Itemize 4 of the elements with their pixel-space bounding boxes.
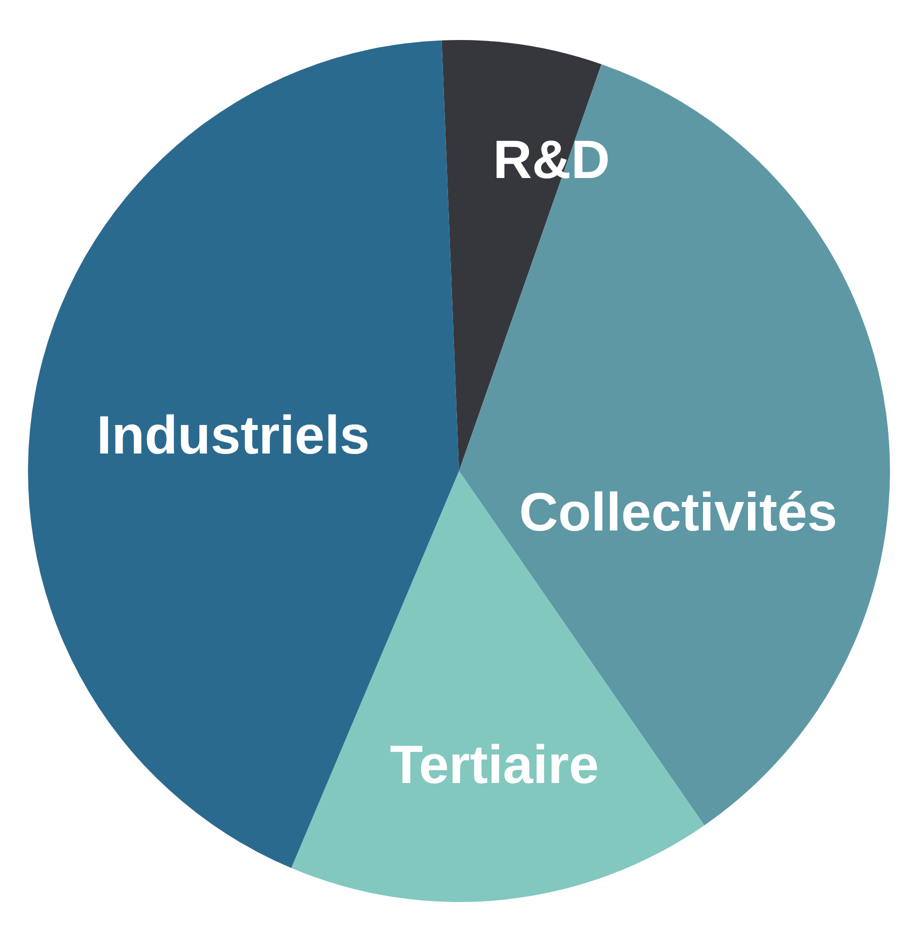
slice-label: Collectivités: [519, 482, 838, 542]
slice-label: Tertiaire: [390, 735, 599, 796]
slice-label: Industriels: [96, 405, 370, 466]
slice-label: R&D: [493, 130, 610, 190]
